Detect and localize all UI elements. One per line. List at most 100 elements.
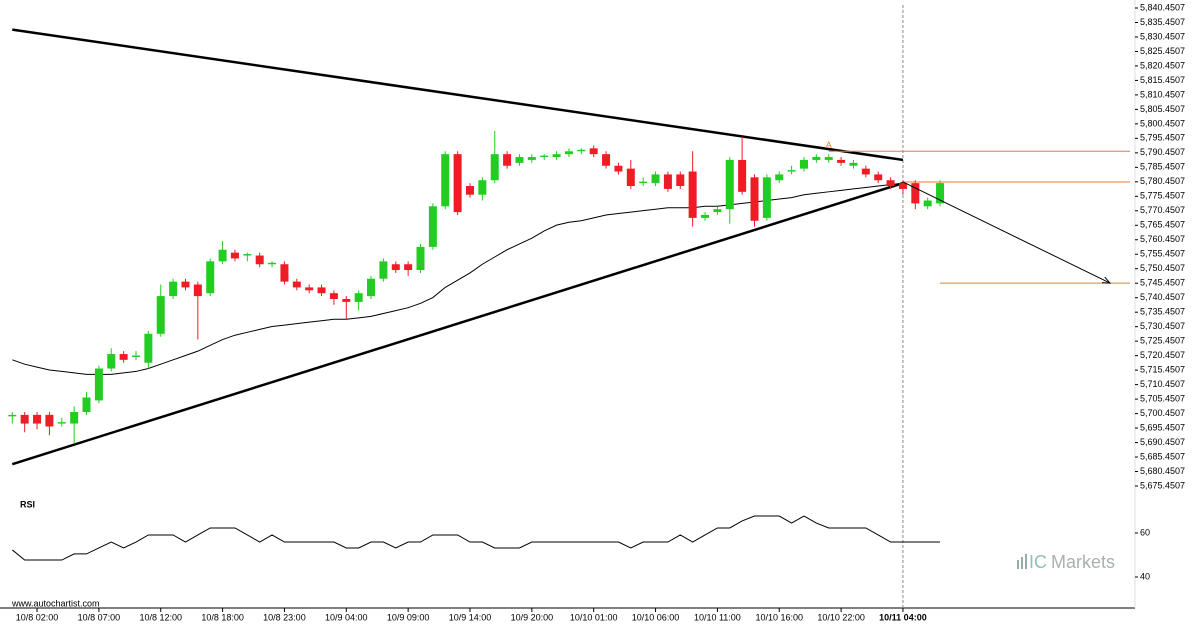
y-tick-label: 5,710.4507 xyxy=(1140,379,1185,389)
candle-body xyxy=(577,149,586,152)
y-tick-label: 5,840.4507 xyxy=(1140,2,1185,12)
annotation: A xyxy=(826,140,832,150)
candle-body xyxy=(33,414,42,424)
arrow-head xyxy=(1101,276,1112,284)
candle-body xyxy=(911,183,920,204)
source: www.autochartist.com xyxy=(11,598,100,608)
candle-body xyxy=(478,180,487,195)
y-tick-label: 5,705.4507 xyxy=(1140,393,1185,403)
y-tick-label: 5,700.4507 xyxy=(1140,408,1185,418)
x-tick-label: 10/8 18:00 xyxy=(201,612,244,622)
candle-body xyxy=(602,154,611,166)
y-tick-label: 5,775.4507 xyxy=(1140,191,1185,201)
x-tick-label: 10/8 12:00 xyxy=(139,612,182,622)
candle-body xyxy=(453,154,462,213)
trendline xyxy=(12,28,904,162)
candle-body xyxy=(218,249,227,262)
x-tick-label: 10/8 02:00 xyxy=(16,612,59,622)
x-tick-label: 10/8 07:00 xyxy=(78,612,121,622)
candle-body xyxy=(45,414,54,427)
candle-body xyxy=(206,261,215,294)
candle-body xyxy=(465,186,474,195)
candle-body xyxy=(342,299,351,302)
y-tick-label: 5,830.4507 xyxy=(1140,31,1185,41)
candle-body xyxy=(750,177,759,221)
projection-arrow xyxy=(902,181,1111,284)
candle-body xyxy=(824,157,833,160)
logo-ic: IC xyxy=(1029,552,1047,572)
y-tick-label: 5,680.4507 xyxy=(1140,466,1185,476)
candle-body xyxy=(626,168,635,187)
candle-body xyxy=(305,287,314,291)
y-tick-label: 5,810.4507 xyxy=(1140,89,1185,99)
candle-body xyxy=(688,171,697,218)
x-tick-label: 10/10 11:00 xyxy=(694,612,741,622)
candle-body xyxy=(255,255,264,265)
candle-body xyxy=(169,281,178,297)
candle-body xyxy=(713,209,722,213)
candle-body xyxy=(503,154,512,166)
candle-body xyxy=(132,355,140,357)
x-tick-label: 10/9 20:00 xyxy=(511,612,554,622)
candle-body xyxy=(837,159,846,163)
candle-body xyxy=(540,155,549,158)
trendline xyxy=(11,181,904,466)
candle-body xyxy=(898,183,907,189)
candle-body xyxy=(490,154,499,181)
y-tick-label: 5,815.4507 xyxy=(1140,75,1185,85)
candle-body xyxy=(676,174,685,187)
candle-body xyxy=(441,154,450,207)
candle-body xyxy=(268,262,277,265)
y-tick-label: 5,745.4507 xyxy=(1140,278,1185,288)
candle-body xyxy=(416,246,425,271)
y-tick-label: 5,730.4507 xyxy=(1140,321,1185,331)
candle-body xyxy=(552,154,561,158)
y-tick-label: 5,835.4507 xyxy=(1140,17,1185,27)
candle-body xyxy=(107,354,116,369)
x-tick-label: 10/9 04:00 xyxy=(325,612,368,622)
candle-body xyxy=(367,278,376,297)
candle-body xyxy=(886,180,895,187)
y-tick-label: 5,690.4507 xyxy=(1140,437,1185,447)
candle-body xyxy=(144,333,153,363)
logo-bar xyxy=(1017,560,1019,569)
candle-body xyxy=(94,368,103,401)
y-tick-label: 5,695.4507 xyxy=(1140,422,1185,432)
candle-body xyxy=(614,165,623,172)
y-tick-label: 5,675.4507 xyxy=(1140,480,1185,490)
candle-body xyxy=(589,148,598,155)
y-tick-label: 5,735.4507 xyxy=(1140,307,1185,317)
candle-body xyxy=(354,293,363,302)
y-tick-label: 5,795.4507 xyxy=(1140,133,1185,143)
candle-body xyxy=(82,397,91,412)
y-tick-label: 5,685.4507 xyxy=(1140,451,1185,461)
candle-body xyxy=(428,206,437,247)
y-tick-label: 5,715.4507 xyxy=(1140,364,1185,374)
x-tick-label: 10/9 09:00 xyxy=(387,612,430,622)
candle-body xyxy=(874,174,883,181)
logo-markets: Markets xyxy=(1051,552,1115,572)
candle-body xyxy=(119,354,128,360)
candle-body xyxy=(243,254,252,256)
y-tick-label: 5,750.4507 xyxy=(1140,263,1185,273)
candle-body xyxy=(812,157,821,160)
y-tick-label: 5,800.4507 xyxy=(1140,118,1185,128)
x-tick-label: 10/8 23:00 xyxy=(263,612,306,622)
rsi-title: RSI xyxy=(20,499,35,509)
candle-body xyxy=(292,281,301,288)
candle-body xyxy=(725,159,734,210)
candle-body xyxy=(762,177,771,218)
candle-body xyxy=(193,284,202,297)
candle-body xyxy=(849,162,858,166)
y-tick-label: 5,760.4507 xyxy=(1140,234,1185,244)
candle-body xyxy=(181,281,190,288)
candle-body xyxy=(329,293,338,300)
candle-body xyxy=(156,296,165,334)
candle-body xyxy=(861,168,870,175)
logo-bar xyxy=(1025,554,1027,569)
x-tick-label: 10/10 06:00 xyxy=(632,612,680,622)
candle-body xyxy=(787,170,796,172)
x-tick-label: 10/10 22:00 xyxy=(817,612,865,622)
